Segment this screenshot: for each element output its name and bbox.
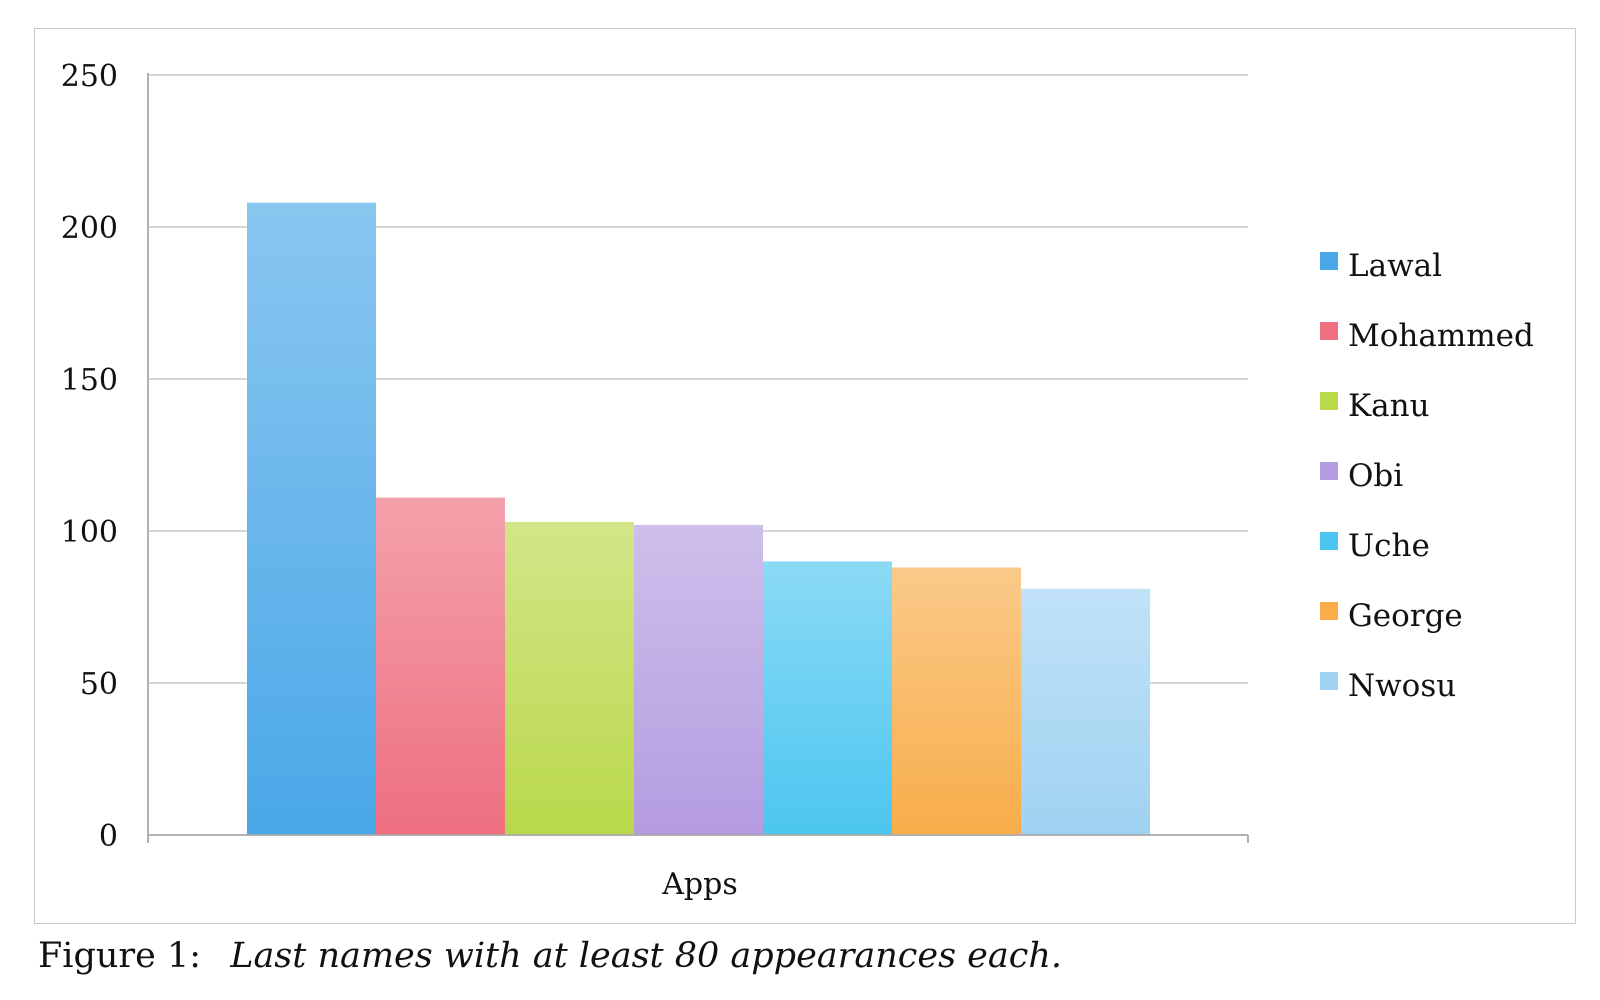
bars (247, 202, 1150, 835)
legend-swatch-obi (1320, 462, 1338, 480)
legend-label-kanu: Kanu (1348, 388, 1430, 424)
legend-label-nwosu: Nwosu (1348, 668, 1456, 704)
chart-frame (34, 28, 1576, 924)
y-tick-labels: 0 50 100 150 200 250 (61, 59, 118, 854)
legend-swatch-lawal (1320, 252, 1338, 270)
bar-kanu (505, 521, 634, 835)
x-axis-label: Apps (661, 867, 737, 902)
caption-text: Last names with at least 80 appearances … (230, 936, 1063, 976)
y-tick-label: 150 (61, 363, 118, 398)
legend-swatch-nwosu (1320, 672, 1338, 690)
bar-nwosu (1021, 588, 1150, 835)
legend-label-lawal: Lawal (1348, 248, 1442, 284)
legend-label-obi: Obi (1348, 458, 1403, 494)
legend-swatch-george (1320, 602, 1338, 620)
y-tick-label: 250 (61, 59, 118, 94)
y-tick-label: 200 (61, 211, 118, 246)
bar-mohammed (376, 497, 505, 835)
legend-swatch-uche (1320, 532, 1338, 550)
y-tick-label: 0 (99, 819, 118, 854)
legend-label-uche: Uche (1348, 528, 1430, 564)
legend-swatch-kanu (1320, 392, 1338, 410)
bar-lawal (247, 202, 376, 835)
bar-obi (634, 524, 763, 835)
legend: Lawal Mohammed Kanu Obi Uche George Nwosu (1320, 248, 1534, 704)
caption-prefix: Figure 1: (38, 936, 202, 976)
legend-label-mohammed: Mohammed (1348, 318, 1534, 354)
y-tick-label: 50 (80, 667, 118, 702)
bar-george (892, 567, 1021, 835)
legend-swatch-mohammed (1320, 322, 1338, 340)
bar-uche (763, 561, 892, 835)
y-tick-label: 100 (61, 515, 118, 550)
legend-label-george: George (1348, 598, 1463, 634)
figure-caption: Figure 1: Last names with at least 80 ap… (38, 936, 1062, 976)
axes (147, 73, 1249, 843)
